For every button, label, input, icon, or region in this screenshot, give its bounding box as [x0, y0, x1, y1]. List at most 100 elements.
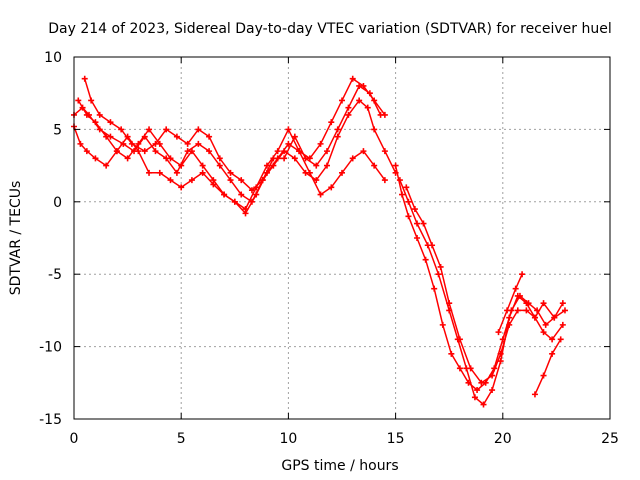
data-point	[141, 148, 148, 155]
data-point	[360, 148, 367, 155]
data-point	[206, 148, 213, 155]
data-point	[399, 191, 406, 198]
data-point	[263, 162, 270, 169]
data-point	[540, 300, 547, 307]
data-point	[414, 235, 421, 241]
data-point	[291, 155, 298, 162]
series-track-8	[495, 271, 526, 336]
data-point	[238, 177, 245, 184]
y-tick-label: 5	[53, 122, 62, 138]
y-tick-label: -15	[39, 412, 62, 428]
data-point	[178, 162, 185, 169]
series-track-1	[71, 75, 388, 217]
data-point	[323, 162, 330, 169]
data-point	[540, 372, 547, 379]
data-point	[248, 187, 255, 194]
data-point	[519, 271, 526, 278]
data-point	[334, 133, 341, 140]
data-point	[313, 177, 320, 184]
data-point	[467, 365, 474, 372]
data-point	[531, 314, 538, 321]
data-point	[446, 300, 453, 307]
data-point	[75, 97, 82, 104]
series-line	[399, 179, 564, 406]
data-point	[557, 336, 564, 343]
data-point	[414, 220, 421, 227]
data-point	[113, 148, 120, 155]
data-point	[489, 372, 496, 379]
data-point	[270, 155, 277, 162]
data-point	[242, 206, 249, 213]
x-tick-label: 5	[177, 431, 186, 447]
data-point	[514, 292, 521, 299]
data-point	[364, 104, 371, 111]
series-track-5	[392, 162, 566, 394]
data-point	[118, 126, 125, 133]
data-point	[381, 177, 388, 184]
data-point	[188, 177, 195, 184]
data-point	[497, 350, 504, 357]
data-point	[405, 198, 412, 205]
series-track-6	[396, 177, 566, 408]
data-point	[559, 321, 566, 328]
data-point	[107, 119, 114, 126]
data-point	[349, 75, 356, 82]
axis-ticks	[73, 56, 611, 420]
x-tick-label: 25	[601, 431, 619, 447]
data-point	[238, 191, 245, 198]
data-point	[349, 155, 356, 162]
data-point	[88, 97, 95, 104]
series-track-9	[531, 336, 564, 398]
data-point	[456, 365, 463, 372]
data-point	[523, 307, 530, 314]
grid	[74, 57, 610, 419]
data-point	[531, 391, 538, 398]
x-tick-label: 10	[279, 431, 297, 447]
x-tick-label: 15	[387, 431, 405, 447]
series-track-3	[75, 97, 388, 213]
series-line	[405, 187, 566, 384]
data-point	[345, 104, 352, 111]
series-track-7	[403, 184, 568, 386]
x-tick-label: 20	[494, 431, 512, 447]
data-point	[371, 126, 378, 133]
data-point	[92, 119, 99, 126]
data-point	[173, 169, 180, 176]
data-point	[381, 148, 388, 155]
data-point	[173, 133, 180, 140]
data-point	[195, 140, 202, 147]
data-point	[281, 155, 288, 162]
series-track-2	[71, 97, 399, 205]
plot-frame	[73, 56, 611, 420]
data-point	[396, 177, 403, 184]
data-point	[542, 321, 549, 328]
data-point	[163, 126, 170, 133]
y-tick-label: 10	[44, 50, 62, 66]
data-point	[411, 206, 418, 213]
y-tick-labels: 10 5 0 -5 -10 -15	[39, 50, 62, 428]
data-point	[356, 82, 363, 89]
data-point	[199, 162, 206, 169]
data-point	[377, 111, 384, 118]
data-point	[281, 148, 288, 155]
data-point	[156, 169, 163, 176]
data-point	[323, 148, 330, 155]
series-line	[497, 273, 523, 333]
data-point	[339, 169, 345, 176]
y-tick-label: -5	[48, 267, 62, 283]
data-point	[429, 242, 436, 249]
x-tick-label: 0	[70, 431, 79, 447]
data-point	[506, 314, 513, 321]
data-point	[405, 213, 412, 220]
data-point	[77, 140, 84, 147]
data-point	[420, 220, 427, 227]
data-point	[188, 148, 195, 155]
data-point	[259, 177, 266, 184]
data-point	[270, 162, 277, 169]
data-point	[152, 148, 159, 155]
data-point	[167, 177, 174, 184]
data-point	[199, 169, 206, 176]
data-point	[540, 329, 547, 336]
data-point	[551, 314, 558, 321]
data-point	[345, 111, 352, 118]
